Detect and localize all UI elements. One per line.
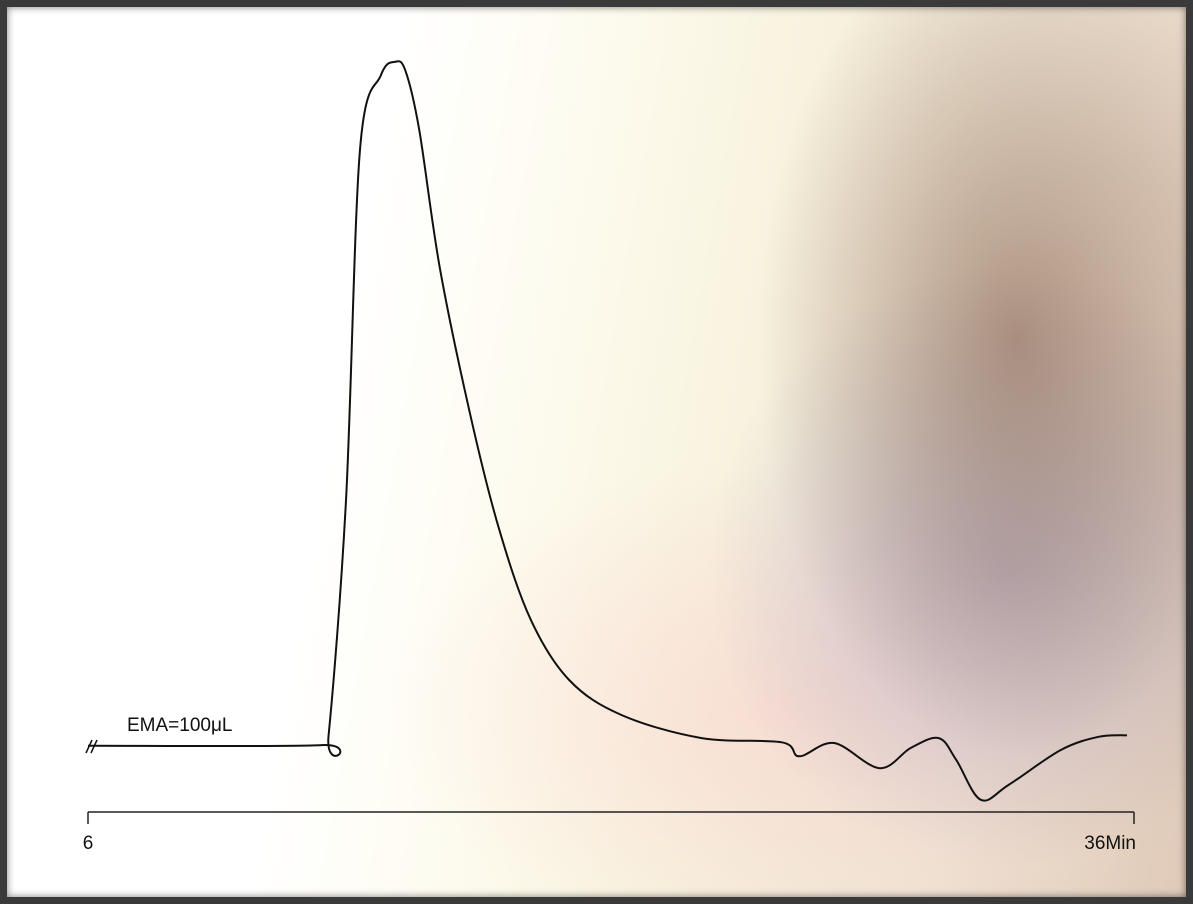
- x-tick-label: 36Min: [1084, 833, 1136, 854]
- annotation: EMA=100μL: [127, 715, 232, 736]
- trace-line: [87, 60, 1128, 802]
- x-tick-label: 6: [83, 833, 94, 854]
